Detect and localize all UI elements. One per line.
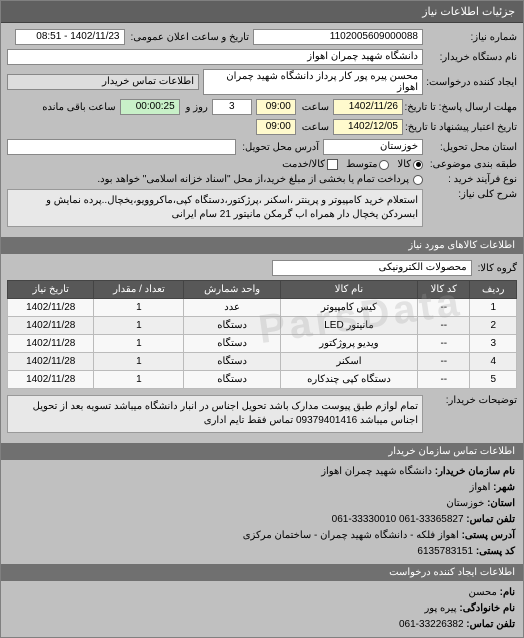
notes-label: توضیحات خریدار: xyxy=(427,395,517,406)
need-label: شرح کلی نیاز: xyxy=(427,189,517,200)
process-note: پرداخت تمام یا بخشی از مبلغ خرید،از محل … xyxy=(7,174,409,185)
valid-label: تاریخ اعتبار پیشنهاد تا تاریخ: xyxy=(407,122,517,133)
table-row[interactable]: 3--ویدیو پروژکتوردستگاه11402/11/28 xyxy=(8,335,517,353)
buyer-value: دانشگاه شهید چمران اهواز xyxy=(7,49,423,65)
goods-group-label: گروه کالا: xyxy=(476,263,517,274)
deadline-date: 1402/11/26 xyxy=(333,99,403,115)
budget-label: طبقه بندی موضوعی: xyxy=(427,159,517,170)
deadline-hour: 09:00 xyxy=(256,99,296,115)
address-label: آدرس محل تحویل: xyxy=(240,142,319,153)
main-header: جزئیات اطلاعات نیاز xyxy=(1,1,523,23)
notes-value: تمام لوازم طبق پیوست مدارک باشد تحویل اج… xyxy=(7,395,423,433)
goods-header: اطلاعات کالاهای مورد نیاز xyxy=(1,237,523,254)
table-row[interactable]: 4--اسکنردستگاه11402/11/28 xyxy=(8,353,517,371)
valid-hour: 09:00 xyxy=(256,119,296,135)
valid-date: 1402/12/05 xyxy=(333,119,403,135)
check-service[interactable]: کالا/خدمت xyxy=(282,159,338,170)
radio-mid[interactable]: متوسط xyxy=(346,159,389,170)
table-row[interactable]: 5--دستگاه کپی چندکارهدستگاه11402/11/28 xyxy=(8,371,517,389)
deadline-hour-label: ساعت xyxy=(300,102,329,113)
col-header: نام کالا xyxy=(280,281,417,299)
creator-info: نام: محسن نام خانوادگی: پیره پور تلفن تم… xyxy=(1,581,523,637)
org-header: اطلاعات تماس سازمان خریدار xyxy=(1,443,523,460)
need-desc: استعلام خرید کامپیوتر و پرینتر ،اسکنر ،پ… xyxy=(7,189,423,227)
deadline-label: مهلت ارسال پاسخ: تا تاریخ: xyxy=(407,102,517,113)
radio-goods[interactable]: کالا xyxy=(397,159,423,170)
announce-label: تاریخ و ساعت اعلان عمومی: xyxy=(129,32,250,43)
col-header: واحد شمارش xyxy=(184,281,280,299)
goods-group-value: محصولات الکترونیکی xyxy=(272,260,472,276)
valid-hour-label: ساعت xyxy=(300,122,329,133)
remain-value: 00:00:25 xyxy=(120,99,180,115)
remain-label: ساعت باقی مانده xyxy=(40,102,115,113)
budget-radios: کالا متوسط کالا/خدمت xyxy=(282,159,423,170)
goods-table: ردیفکد کالانام کالاواحد شمارشتعداد / مقد… xyxy=(7,280,517,389)
contact-button[interactable]: اطلاعات تماس خریدار xyxy=(7,74,199,90)
requester-label: ایجاد کننده درخواست: xyxy=(427,77,517,88)
requester-value: محسن پیره پور کار پرداز دانشگاه شهید چمر… xyxy=(203,69,423,95)
province-label: استان محل تحویل: xyxy=(427,142,517,153)
col-header: ردیف xyxy=(470,281,517,299)
days-value: 3 xyxy=(212,99,252,115)
province-value: خوزستان xyxy=(323,139,423,155)
process-radio[interactable] xyxy=(413,175,423,185)
refno-label: شماره نیاز: xyxy=(427,32,517,43)
col-header: تاریخ نیاز xyxy=(8,281,94,299)
days-label: روز و xyxy=(184,102,208,113)
address-value xyxy=(7,139,236,155)
org-info: نام سازمان خریدار: دانشگاه شهید چمران اه… xyxy=(1,460,523,564)
col-header: تعداد / مقدار xyxy=(94,281,184,299)
announce-value: 1402/11/23 - 08:51 xyxy=(15,29,125,45)
refno-value: 1102005609000088 xyxy=(253,29,423,45)
process-label: نوع فرآیند خرید : xyxy=(427,174,517,185)
buyer-label: نام دستگاه خریدار: xyxy=(427,52,517,63)
creator-header: اطلاعات ایجاد کننده درخواست xyxy=(1,564,523,581)
col-header: کد کالا xyxy=(418,281,470,299)
table-row[interactable]: 2--مانیتور LEDدستگاه11402/11/28 xyxy=(8,317,517,335)
table-row[interactable]: 1--کیس کامپیوترعدد11402/11/28 xyxy=(8,299,517,317)
